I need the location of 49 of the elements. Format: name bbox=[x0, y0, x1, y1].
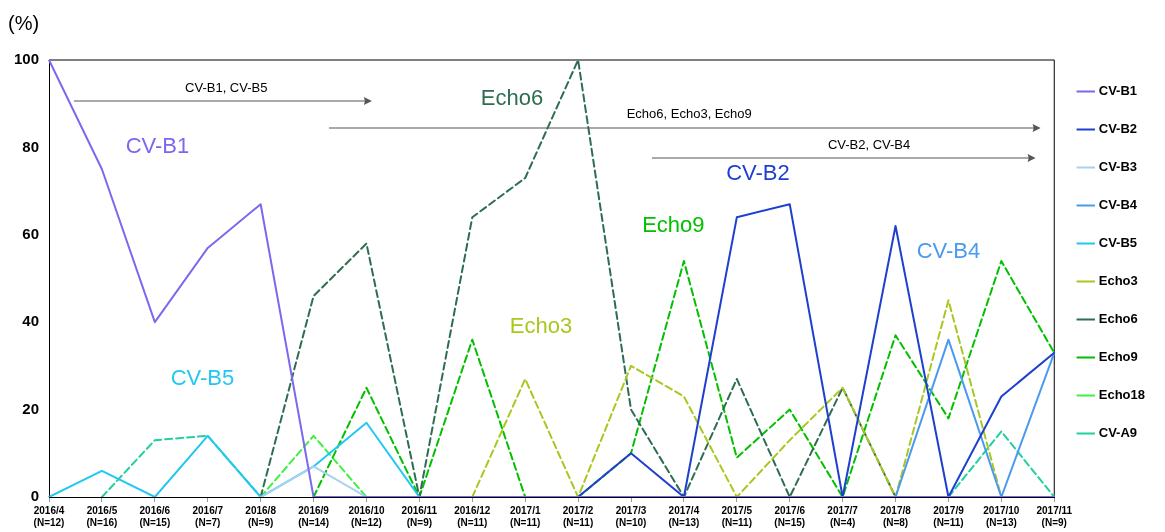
y-tick-label: 20 bbox=[22, 399, 40, 417]
annotation: Echo6, Echo3, Echo9 bbox=[626, 106, 752, 122]
x-tick-label: 2017/10 (N=13) bbox=[983, 504, 1020, 528]
annotation: CV-B4 bbox=[916, 238, 981, 264]
y-tick-label: 80 bbox=[22, 137, 40, 155]
x-tick-label: 2017/1 (N=11) bbox=[509, 504, 541, 528]
y-tick-label: 60 bbox=[22, 224, 40, 242]
annotation: CV-B1 bbox=[125, 133, 190, 159]
x-tick-label: 2016/6 (N=15) bbox=[139, 504, 171, 528]
annotation: CV-B5 bbox=[170, 365, 235, 391]
annotation: Echo9 bbox=[642, 212, 705, 238]
annotation: Echo6 bbox=[480, 85, 544, 111]
x-tick-label: 2017/5 (N=11) bbox=[721, 504, 753, 528]
legend-label: Echo9 bbox=[1098, 349, 1138, 365]
annotation: Echo3 bbox=[509, 312, 573, 338]
x-tick-label: 2016/7 (N=7) bbox=[192, 504, 224, 528]
legend-label: CV-B5 bbox=[1098, 235, 1138, 251]
x-tick-label: 2017/2 (N=11) bbox=[562, 504, 594, 528]
x-tick-label: 2016/10 (N=12) bbox=[348, 504, 385, 528]
x-tick-label: 2017/7 (N=4) bbox=[827, 504, 859, 528]
x-tick-label: 2016/8 (N=9) bbox=[245, 504, 277, 528]
x-tick-label: 2017/8 (N=8) bbox=[880, 504, 912, 528]
legend-label: Echo18 bbox=[1098, 387, 1146, 403]
annotation: CV-B2, CV-B4 bbox=[827, 136, 911, 152]
annotation: CV-B1, CV-B5 bbox=[185, 79, 268, 95]
y-tick-label: 40 bbox=[22, 312, 40, 330]
x-tick-label: 2017/11 (N=9) bbox=[1036, 504, 1073, 528]
legend-label: Echo3 bbox=[1098, 273, 1138, 289]
annotation: CV-B2 bbox=[726, 159, 790, 185]
x-tick-label: 2016/5 (N=16) bbox=[86, 504, 118, 528]
y-axis-title: (%) bbox=[8, 11, 40, 34]
x-tick-label: 2016/11 (N=9) bbox=[401, 504, 438, 528]
y-tick-label: 100 bbox=[14, 50, 40, 68]
legend-label: Echo6 bbox=[1098, 311, 1138, 327]
legend-label: CV-B4 bbox=[1098, 197, 1138, 213]
x-tick-label: 2016/9 (N=14) bbox=[298, 504, 330, 528]
x-tick-label: 2017/4 (N=13) bbox=[668, 504, 700, 528]
x-tick-label: 2017/9 (N=11) bbox=[933, 504, 965, 528]
x-tick-label: 2016/4 (N=12) bbox=[33, 504, 65, 528]
line-series bbox=[471, 299, 1003, 497]
line-series bbox=[312, 260, 1056, 497]
legend-label: CV-A9 bbox=[1098, 425, 1138, 441]
x-tick-label: 2017/3 (N=10) bbox=[615, 504, 647, 528]
y-tick-label: 0 bbox=[30, 487, 40, 505]
legend-label: CV-B2 bbox=[1098, 121, 1138, 137]
x-tick-label: 2017/6 (N=15) bbox=[774, 504, 806, 528]
legend-label: CV-B1 bbox=[1098, 83, 1138, 99]
legend-label: CV-B3 bbox=[1098, 159, 1138, 175]
x-tick-label: 2016/12 (N=11) bbox=[454, 504, 491, 528]
